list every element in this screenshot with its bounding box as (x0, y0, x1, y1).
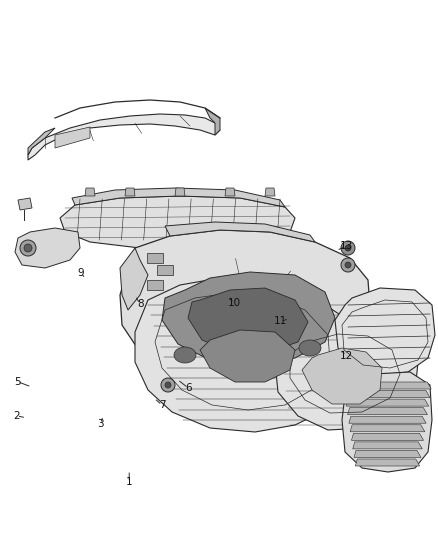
Circle shape (345, 262, 351, 268)
Text: 12: 12 (339, 351, 353, 360)
Text: 5: 5 (14, 377, 21, 386)
Polygon shape (188, 288, 308, 352)
Polygon shape (302, 348, 382, 404)
Text: 13: 13 (339, 241, 353, 251)
Circle shape (341, 241, 355, 255)
Polygon shape (162, 272, 335, 364)
Polygon shape (28, 114, 220, 160)
Text: 6: 6 (185, 383, 192, 393)
Polygon shape (335, 288, 435, 375)
Text: 11: 11 (274, 317, 287, 326)
Polygon shape (125, 188, 135, 196)
Polygon shape (165, 222, 315, 242)
Polygon shape (72, 188, 285, 207)
Polygon shape (15, 228, 80, 268)
Polygon shape (135, 278, 358, 432)
Polygon shape (147, 280, 163, 290)
Text: 1: 1 (126, 478, 133, 487)
Polygon shape (205, 108, 220, 135)
Polygon shape (350, 425, 425, 432)
Polygon shape (275, 320, 418, 430)
Polygon shape (147, 253, 163, 263)
Polygon shape (351, 433, 424, 440)
Polygon shape (342, 372, 432, 472)
Circle shape (24, 244, 32, 252)
Polygon shape (344, 382, 431, 389)
Polygon shape (346, 399, 429, 406)
Polygon shape (120, 230, 370, 382)
Text: 9: 9 (78, 268, 85, 278)
Text: 10: 10 (228, 298, 241, 308)
Polygon shape (28, 128, 55, 155)
Polygon shape (349, 416, 426, 423)
Polygon shape (225, 188, 235, 196)
Circle shape (161, 378, 175, 392)
Ellipse shape (299, 340, 321, 356)
Text: 8: 8 (137, 299, 144, 309)
Text: 3: 3 (97, 419, 104, 429)
Polygon shape (345, 391, 430, 398)
Polygon shape (348, 408, 427, 415)
Polygon shape (18, 198, 32, 210)
Polygon shape (175, 188, 185, 196)
Polygon shape (120, 248, 148, 310)
Polygon shape (85, 188, 95, 196)
Text: 2: 2 (13, 411, 20, 421)
Polygon shape (200, 330, 295, 382)
Polygon shape (265, 188, 275, 196)
Circle shape (341, 258, 355, 272)
Polygon shape (354, 450, 421, 457)
Polygon shape (60, 196, 295, 248)
Text: 7: 7 (159, 400, 166, 410)
Circle shape (345, 245, 351, 251)
Polygon shape (355, 459, 420, 466)
Polygon shape (353, 442, 422, 449)
Circle shape (165, 382, 171, 388)
Polygon shape (157, 265, 173, 275)
Ellipse shape (174, 347, 196, 363)
Circle shape (20, 240, 36, 256)
Polygon shape (55, 127, 90, 148)
